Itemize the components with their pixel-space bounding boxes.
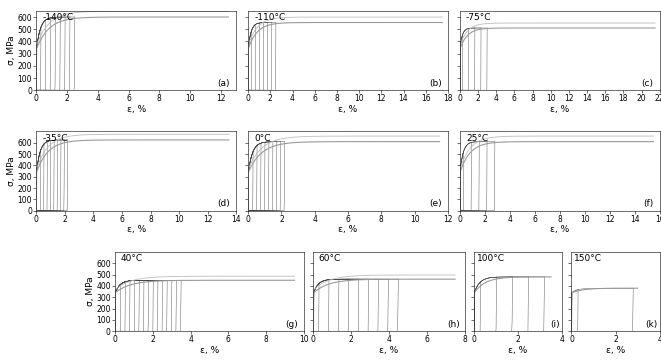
Text: -110°C: -110°C <box>254 13 286 22</box>
Y-axis label: σ, MPa: σ, MPa <box>7 156 16 186</box>
X-axis label: ε, %: ε, % <box>550 105 569 114</box>
X-axis label: ε, %: ε, % <box>338 105 358 114</box>
Text: 60°C: 60°C <box>318 254 340 263</box>
Text: (k): (k) <box>644 320 657 329</box>
Text: (f): (f) <box>643 199 654 208</box>
Text: -75°C: -75°C <box>466 13 491 22</box>
X-axis label: ε, %: ε, % <box>127 225 146 234</box>
X-axis label: ε, %: ε, % <box>338 225 358 234</box>
Y-axis label: σ, MPa: σ, MPa <box>86 277 95 306</box>
Text: (d): (d) <box>217 199 230 208</box>
Text: (i): (i) <box>550 320 559 329</box>
X-axis label: ε, %: ε, % <box>379 346 399 355</box>
Text: -140°C: -140°C <box>42 13 73 22</box>
X-axis label: ε, %: ε, % <box>508 346 527 355</box>
Text: 25°C: 25°C <box>466 134 488 143</box>
Text: 40°C: 40°C <box>121 254 143 263</box>
Text: (e): (e) <box>429 199 442 208</box>
Text: (c): (c) <box>642 79 654 88</box>
Text: 0°C: 0°C <box>254 134 270 143</box>
Text: (g): (g) <box>286 320 298 329</box>
Text: (b): (b) <box>429 79 442 88</box>
Text: 100°C: 100°C <box>477 254 504 263</box>
Text: -35°C: -35°C <box>42 134 68 143</box>
Text: 150°C: 150°C <box>574 254 602 263</box>
Text: (a): (a) <box>217 79 230 88</box>
X-axis label: ε, %: ε, % <box>550 225 569 234</box>
Y-axis label: σ, MPa: σ, MPa <box>7 36 16 66</box>
X-axis label: ε, %: ε, % <box>606 346 625 355</box>
X-axis label: ε, %: ε, % <box>127 105 146 114</box>
Text: (h): (h) <box>447 320 460 329</box>
X-axis label: ε, %: ε, % <box>200 346 219 355</box>
